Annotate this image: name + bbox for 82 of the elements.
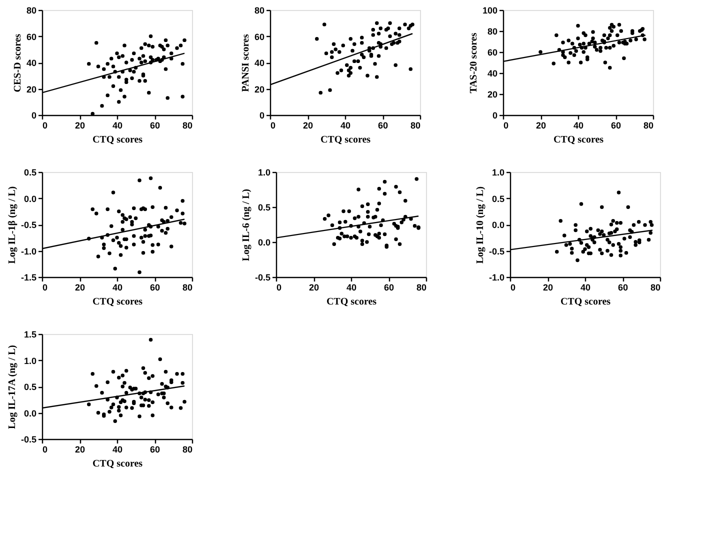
y-tick-label: 80: [254, 6, 264, 16]
y-axis-title: PANSI scores: [240, 34, 252, 92]
y-tick-label: 80: [26, 6, 36, 16]
x-tick-label: 40: [112, 282, 123, 292]
y-axis-title: Log IL-6 (ng / L): [240, 188, 252, 262]
x-tick-label: 80: [182, 120, 192, 130]
x-tick-label: 80: [643, 120, 654, 130]
x-tick-label: 20: [74, 444, 86, 454]
y-tick-label: 0: [259, 110, 264, 120]
y-tick-label: 1.0: [24, 356, 36, 366]
y-tick-label: -1.5: [20, 272, 36, 282]
y-tick-label: -0.5: [488, 246, 504, 256]
x-axis-title: CTQ scores: [560, 296, 611, 308]
x-tick-label: 20: [542, 282, 554, 292]
x-tick-label: 40: [112, 444, 123, 454]
y-tick-label: -1.0: [488, 272, 504, 282]
y-tick-label: 0.5: [24, 382, 36, 392]
y-axis-title: CES-D scores: [12, 34, 24, 92]
y-tick-label: 100: [482, 6, 498, 16]
x-tick-label: 60: [150, 120, 160, 130]
x-tick-label: 0: [42, 282, 48, 292]
y-tick-label: 0: [492, 110, 498, 120]
y-axis-title: Log IL-1β (ng / L): [6, 186, 18, 264]
x-tick-label: 80: [416, 282, 426, 292]
y-tick-label: 0.5: [492, 194, 504, 204]
y-tick-label: -0.5: [20, 434, 36, 444]
x-tick-label: 40: [580, 282, 591, 292]
y-tick-label: -0.5: [20, 220, 36, 230]
x-tick-label: 20: [302, 120, 314, 130]
y-tick-label: 0: [31, 110, 36, 120]
x-tick-label: 40: [112, 120, 123, 130]
y-tick-label: 1.5: [24, 330, 36, 340]
y-tick-label: 0.0: [24, 408, 36, 418]
y-tick-label: 40: [487, 68, 498, 78]
x-tick-label: 40: [346, 282, 357, 292]
y-tick-label: 60: [254, 32, 264, 42]
x-tick-label: 0: [510, 282, 516, 292]
x-tick-label: 20: [74, 120, 86, 130]
y-tick-label: 0.0: [492, 220, 504, 230]
x-axis-title: CTQ scores: [92, 458, 143, 470]
x-tick-label: 60: [378, 120, 388, 130]
x-axis-title: CTQ scores: [553, 134, 604, 146]
x-tick-label: 80: [650, 282, 660, 292]
x-tick-label: 60: [150, 444, 160, 454]
y-tick-label: 60: [26, 32, 36, 42]
x-tick-label: 20: [74, 282, 86, 292]
x-tick-label: 60: [610, 120, 622, 130]
x-tick-label: 20: [536, 120, 546, 130]
y-tick-label: 0.0: [24, 194, 36, 204]
y-tick-label: 40: [254, 58, 264, 68]
x-tick-label: 0: [276, 282, 282, 292]
x-tick-label: 80: [182, 444, 192, 454]
x-axis-title: CTQ scores: [92, 134, 143, 146]
y-tick-label: 0.0: [258, 238, 270, 248]
y-axis-title: Log IL-10 (ng / L): [474, 186, 486, 264]
x-tick-label: 80: [182, 282, 192, 292]
x-axis-title: CTQ scores: [92, 296, 143, 308]
y-tick-label: 1.0: [492, 168, 504, 178]
x-tick-label: 60: [384, 282, 394, 292]
y-tick-label: -1.0: [20, 246, 36, 256]
x-tick-label: 60: [150, 282, 160, 292]
y-tick-label: 60: [487, 48, 498, 58]
x-tick-label: 0: [42, 120, 48, 130]
x-tick-label: 60: [618, 282, 628, 292]
y-axis-title: Log IL-17A (ng / L): [6, 345, 18, 429]
y-tick-label: 80: [487, 26, 498, 36]
x-tick-label: 80: [410, 120, 420, 130]
y-tick-label: 40: [26, 58, 36, 68]
y-tick-label: 20: [26, 84, 36, 94]
x-tick-label: 40: [573, 120, 584, 130]
x-axis-title: CTQ scores: [320, 134, 371, 146]
y-tick-label: 0.5: [258, 202, 270, 212]
x-tick-label: 0: [42, 444, 48, 454]
y-axis-title: TAS-20 scores: [468, 32, 480, 94]
x-tick-label: 20: [308, 282, 320, 292]
y-tick-label: 1.0: [258, 168, 270, 178]
x-tick-label: 40: [340, 120, 351, 130]
x-axis-title: CTQ scores: [326, 296, 377, 308]
y-tick-label: 0.5: [24, 168, 36, 178]
y-tick-label: 20: [487, 90, 498, 100]
y-tick-label: -0.5: [254, 272, 270, 282]
y-tick-label: 20: [254, 84, 264, 94]
